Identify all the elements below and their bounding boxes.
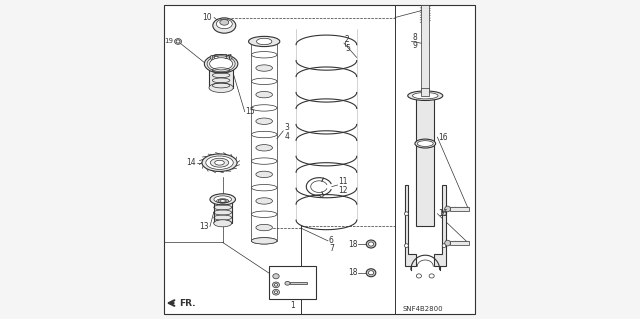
Ellipse shape [202,154,237,172]
Polygon shape [434,185,446,266]
Ellipse shape [215,160,224,165]
Ellipse shape [408,91,443,100]
Ellipse shape [273,289,280,295]
Ellipse shape [404,244,408,248]
Ellipse shape [256,118,273,124]
Text: SNF4B2800: SNF4B2800 [403,307,444,312]
Ellipse shape [413,93,438,99]
Ellipse shape [366,269,376,277]
Ellipse shape [214,196,232,203]
Text: 8: 8 [413,33,417,42]
Text: 13: 13 [200,222,209,231]
Text: 5: 5 [345,44,349,53]
Polygon shape [417,97,434,226]
Ellipse shape [209,83,233,93]
Ellipse shape [256,92,273,98]
Ellipse shape [445,206,451,212]
Text: 11: 11 [339,177,348,186]
Ellipse shape [256,198,273,204]
Ellipse shape [210,194,236,205]
Ellipse shape [275,291,278,293]
Ellipse shape [204,55,238,73]
Text: 18: 18 [348,240,358,249]
Ellipse shape [369,271,374,275]
Ellipse shape [256,38,273,45]
Ellipse shape [320,195,323,197]
Ellipse shape [256,65,273,71]
Ellipse shape [256,171,273,178]
Ellipse shape [175,39,182,44]
Ellipse shape [369,242,374,246]
Text: 9: 9 [413,41,417,50]
Ellipse shape [252,78,277,85]
Polygon shape [421,5,429,89]
Ellipse shape [404,212,408,216]
Text: 6: 6 [329,236,334,245]
Ellipse shape [213,55,220,60]
Ellipse shape [252,158,277,164]
Ellipse shape [273,274,279,279]
Ellipse shape [257,38,272,45]
Text: 14: 14 [187,158,196,167]
Ellipse shape [211,56,213,59]
Ellipse shape [176,40,180,43]
Ellipse shape [252,211,277,218]
Text: 7: 7 [329,244,334,253]
Polygon shape [450,241,469,245]
Ellipse shape [285,281,290,285]
Text: 17: 17 [223,55,233,60]
Ellipse shape [210,58,232,70]
Text: FR.: FR. [179,299,195,308]
Ellipse shape [415,139,436,148]
Ellipse shape [442,212,446,216]
Text: 16: 16 [438,133,447,142]
Text: 3: 3 [284,123,289,132]
Text: 18: 18 [348,268,358,277]
Text: 19: 19 [164,39,173,44]
Ellipse shape [275,284,278,286]
Text: 15: 15 [246,107,255,116]
Ellipse shape [256,145,273,151]
Bar [422,88,429,96]
Ellipse shape [252,184,277,191]
Bar [269,266,316,299]
Polygon shape [209,64,233,88]
Ellipse shape [252,105,277,111]
Ellipse shape [216,19,232,29]
Ellipse shape [445,240,451,246]
Text: 12: 12 [339,186,348,195]
Ellipse shape [213,18,236,33]
Ellipse shape [252,238,277,244]
Polygon shape [290,282,307,284]
Ellipse shape [206,156,233,169]
Ellipse shape [417,141,433,146]
Ellipse shape [429,274,434,278]
Ellipse shape [220,19,228,25]
Ellipse shape [273,282,280,288]
Polygon shape [404,185,417,266]
Ellipse shape [252,131,277,138]
Ellipse shape [366,240,376,248]
Ellipse shape [211,158,228,167]
Ellipse shape [256,224,273,231]
Ellipse shape [252,238,277,244]
Text: 10: 10 [202,13,212,22]
Ellipse shape [214,56,218,59]
Polygon shape [450,207,469,211]
Ellipse shape [214,220,232,227]
Text: 4: 4 [284,132,289,141]
Text: 2: 2 [345,35,349,44]
Ellipse shape [229,56,232,59]
Ellipse shape [248,36,280,47]
Ellipse shape [442,244,446,248]
Ellipse shape [417,274,422,278]
Text: 16: 16 [438,209,447,218]
Text: 1: 1 [290,301,295,310]
Polygon shape [214,199,232,223]
Ellipse shape [252,52,277,58]
